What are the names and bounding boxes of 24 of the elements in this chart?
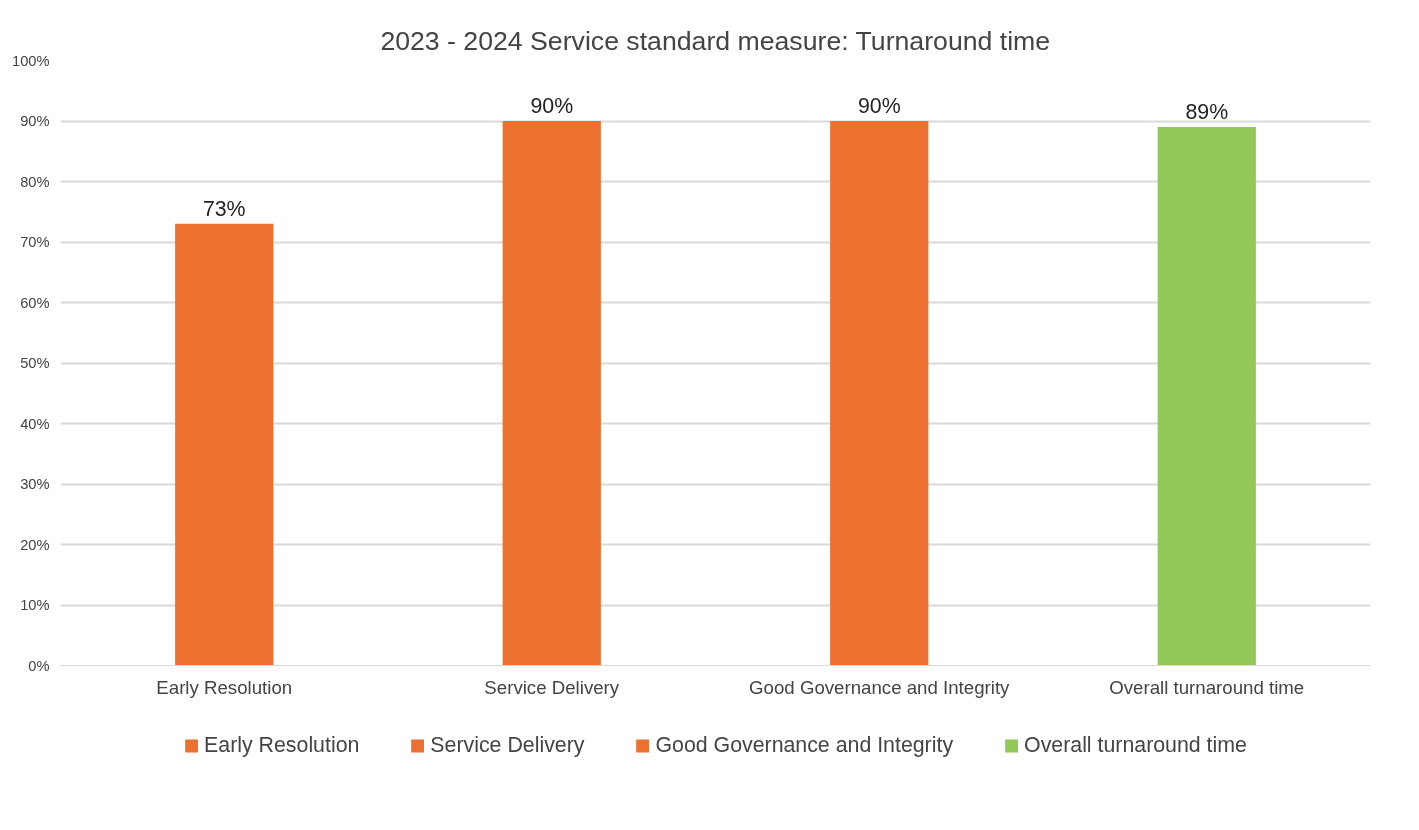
- y-tick-label: 60%: [20, 294, 50, 311]
- y-tick-label: 100%: [12, 52, 50, 69]
- x-tick-label: Overall turnaround time: [1109, 676, 1305, 698]
- x-tick-label: Early Resolution: [156, 676, 293, 698]
- y-tick-label: 0%: [28, 657, 50, 674]
- chart-title: 2023 - 2024 Service standard measure: Turnaround time: [380, 25, 1051, 56]
- legend-label: Good Governance and Integrity: [655, 732, 954, 758]
- x-tick-label: Good Governance and Integrity: [749, 676, 1011, 698]
- y-tick-label: 30%: [20, 476, 50, 492]
- legend-label: Service Delivery: [430, 732, 585, 758]
- data-label: 73%: [202, 196, 246, 221]
- y-tick-label: 70%: [20, 234, 50, 250]
- y-tick-label: 40%: [20, 415, 50, 432]
- y-tick-label: 50%: [20, 355, 50, 371]
- y-tick-label: 80%: [20, 173, 50, 190]
- y-tick-label: 90%: [20, 113, 50, 129]
- legend-label: Overall turnaround time: [1024, 732, 1247, 758]
- data-label: 90%: [857, 94, 901, 118]
- data-label: 90%: [530, 94, 574, 118]
- y-tick-label: 10%: [20, 597, 50, 613]
- data-label: 89%: [1185, 100, 1229, 125]
- x-tick-label: Service Delivery: [484, 676, 620, 698]
- legend-label: Early Resolution: [204, 732, 360, 758]
- y-tick-label: 20%: [20, 536, 50, 553]
